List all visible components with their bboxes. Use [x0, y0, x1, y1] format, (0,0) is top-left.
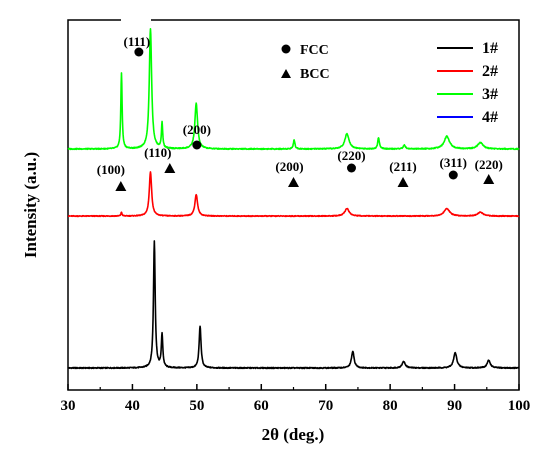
peak-label: (110): [144, 145, 171, 160]
x-tick-label: 30: [61, 398, 76, 414]
x-axis-title: 2θ (deg.): [262, 425, 325, 444]
y-axis-title: Intensity (a.u.): [21, 152, 40, 258]
legend-label-2: 2#: [482, 63, 498, 80]
legend-label-3: 3#: [482, 86, 498, 103]
series-1-line: [67, 240, 520, 370]
fcc-legend-circle-icon: [281, 44, 291, 54]
bcc-marker-icon: [397, 177, 409, 187]
bcc-legend-triangle-icon: [281, 69, 291, 78]
x-tick-label: 100: [508, 398, 531, 414]
annotation-layer: (111) (100) (110) (200) (200) (220) (211) (311)…: [97, 34, 503, 191]
bcc-legend-label: BCC: [300, 67, 330, 82]
peak-label: (200): [183, 122, 211, 137]
x-tick-label: 70: [318, 398, 333, 414]
x-tick-label: 50: [189, 398, 204, 414]
peak-label: (200): [275, 159, 303, 174]
x-tick-label: 90: [447, 398, 462, 414]
bcc-marker-icon: [164, 163, 176, 173]
x-tick-label: 40: [125, 398, 140, 414]
bcc-marker-icon: [483, 174, 495, 184]
legend-label-4: 4#: [482, 109, 498, 126]
fcc-marker-icon: [192, 140, 202, 150]
bcc-marker-icon: [288, 177, 299, 187]
fcc-marker-icon: [448, 170, 458, 180]
fcc-marker-icon: [134, 47, 144, 57]
peak-label: (100): [97, 162, 125, 177]
x-tick-label: 80: [383, 398, 398, 414]
peak-label: (111): [124, 34, 151, 49]
x-axis: 30 40 50 60 70 80 90 100: [61, 384, 531, 414]
fcc-marker-icon: [346, 163, 356, 173]
marker-legend: FCC BCC: [281, 43, 330, 82]
bcc-marker-icon: [115, 181, 127, 191]
legend-label-1: 1#: [482, 40, 498, 57]
peak-label: (211): [389, 159, 416, 174]
x-tick-label: 60: [254, 398, 269, 414]
fcc-legend-label: FCC: [300, 43, 329, 58]
series-3-line: [67, 28, 520, 151]
peak-label: (220): [475, 157, 503, 172]
series-2-line: [67, 171, 520, 218]
series-legend: 1# 2# 3# 4#: [437, 40, 498, 126]
series-layer: [67, 28, 520, 370]
plot-frame: [67, 19, 520, 391]
peak-label: (220): [337, 148, 365, 163]
peak-label: (311): [440, 155, 467, 170]
